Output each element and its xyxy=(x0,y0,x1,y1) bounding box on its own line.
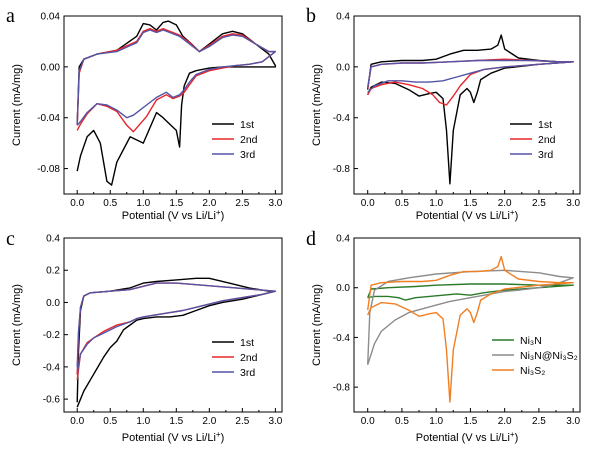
ylabel-b: Current (mA/mg) xyxy=(311,64,323,146)
panel-letter-b: b xyxy=(306,5,316,27)
ytick-label-c: -0.4 xyxy=(43,362,61,373)
legend-label-a-2: 2nd xyxy=(240,134,258,146)
legend-label-b-2: 2nd xyxy=(538,134,556,146)
plot-frame-d xyxy=(353,237,581,413)
plot-area-b: 0.0 0.5 1.0 1.5 2.0 2.5 3.0 -0.8 -0.4 0.0 0.4 1st 2n… xyxy=(333,12,581,210)
xtick-label-b: 0.0 xyxy=(361,198,375,209)
plot-frame-b xyxy=(353,15,581,195)
panel-a: a 0.0 0.5 1.0 1.5 2.0 2.5 3.0-0.08-0.040.000.0… xyxy=(6,5,283,222)
xtick-label-c: 3.0 xyxy=(268,416,282,427)
ytick-label-b: -0.4 xyxy=(333,113,351,124)
xtick-label-a: 2.5 xyxy=(235,198,249,209)
xtick-label-d: 1.5 xyxy=(463,416,477,427)
xtick-label-d: 0.5 xyxy=(395,416,409,427)
legend-label-d-1: Ni₃N xyxy=(520,335,542,347)
xlabel-a: Potential (V vs Li/Li+) xyxy=(122,208,225,223)
plot-frame-c xyxy=(63,237,283,413)
xtick-label-b: 0.5 xyxy=(395,198,409,209)
ytick-label-a: 0.00 xyxy=(41,62,61,73)
xlabel-c: Potential (V vs Li/Li+) xyxy=(122,430,225,445)
plot-area-a: 0.0 0.5 1.0 1.5 2.0 2.5 3.0 -0.08 -0.04 0.00 0.04 1… xyxy=(37,12,283,210)
ylabel-d: Current (mA/mg) xyxy=(311,284,323,366)
xtick-label-c: 0.5 xyxy=(103,416,117,427)
xtick-label-d: 1.0 xyxy=(429,416,443,427)
xtick-label-d: 0.0 xyxy=(361,416,375,427)
legend-label-c-1: 1st xyxy=(240,337,254,349)
ytick-label-d: 0.4 xyxy=(336,234,350,245)
xtick-label-a: 3.0 xyxy=(268,198,282,209)
legend-label-c-3: 3rd xyxy=(240,367,255,379)
xtick-label-a: 1.0 xyxy=(136,198,150,209)
ytick-label-c: 0.2 xyxy=(46,266,60,277)
series-line-d-2 xyxy=(367,269,574,366)
series-line-b-2 xyxy=(367,58,574,106)
xtick-label-a: 0.0 xyxy=(70,198,84,209)
legend-label-c-2: 2nd xyxy=(240,352,258,364)
ytick-label-c: -0.6 xyxy=(43,395,61,406)
ytick-label-b: -0.8 xyxy=(333,164,351,175)
xlabel-d: Potential (V vs Li/Li+) xyxy=(416,430,519,445)
series-line-c-3 xyxy=(76,282,277,374)
legend-label-a-1: 1st xyxy=(240,119,254,131)
xtick-label-b: 3.0 xyxy=(566,198,580,209)
series-line-b-1 xyxy=(367,34,574,185)
ytick-label-d: 0.0 xyxy=(336,283,350,294)
panel-letter-d: d xyxy=(306,228,316,250)
ytick-label-c: 0.0 xyxy=(46,298,60,309)
ylabel-a: Current (mA/mg) xyxy=(11,64,23,146)
xtick-label-c: 2.5 xyxy=(235,416,249,427)
ylabel-c: Current (mA/mg) xyxy=(11,284,23,366)
xtick-label-b: 1.0 xyxy=(429,198,443,209)
series-line-b-3 xyxy=(367,59,574,93)
series-line-a-1 xyxy=(76,20,277,186)
xtick-label-c: 0.0 xyxy=(70,416,84,427)
xtick-label-c: 1.0 xyxy=(136,416,150,427)
panel-d: d 0.0 0.5 1.0 1.5 2.0 2.5 3.0 -0.8 -0.4 0.0 0.4 Ni₃… xyxy=(306,228,581,444)
xtick-label-b: 2.5 xyxy=(532,198,546,209)
xtick-label-d: 2.5 xyxy=(532,416,546,427)
ytick-label-a: -0.04 xyxy=(37,113,60,124)
ytick-label-d: -0.8 xyxy=(333,383,351,394)
plot-area-d: 0.0 0.5 1.0 1.5 2.0 2.5 3.0 -0.8 -0.4 0.0 0.4 Ni₃N N… xyxy=(333,234,581,428)
xtick-label-b: 2.0 xyxy=(498,198,512,209)
legend-label-b-1: 1st xyxy=(538,119,552,131)
panel-b: b 0.0 0.5 1.0 1.5 2.0 2.5 3.0 -0.8 -0.4 0.0 0.4 1st… xyxy=(306,5,581,222)
panel-c: c 0.0 0.5 1.0 1.5 2.0 2.5 3.0-0.6-0.4-0.20.00.… xyxy=(6,228,283,444)
xlabel-b: Potential (V vs Li/Li+) xyxy=(416,208,519,223)
ytick-label-b: 0.0 xyxy=(336,62,350,73)
xtick-label-a: 1.5 xyxy=(169,198,183,209)
legend-label-d-3: Ni₃S₂ xyxy=(520,365,545,377)
ytick-label-c: -0.2 xyxy=(43,330,61,341)
series-line-c-1 xyxy=(76,277,277,408)
legend-label-d-2: Ni₃N@Ni₃S₂ xyxy=(520,350,578,362)
plot-area-c: 0.0 0.5 1.0 1.5 2.0 2.5 3.0 -0.6 -0.4 -0.2 0.0 0.2 0… xyxy=(43,234,283,428)
plot-frame-a xyxy=(63,15,283,195)
series-line-a-2 xyxy=(76,28,277,133)
series-line-a-3 xyxy=(76,29,277,126)
xtick-label-c: 1.5 xyxy=(169,416,183,427)
panel-letter-a: a xyxy=(6,5,15,27)
xtick-label-d: 3.0 xyxy=(566,416,580,427)
ytick-label-b: 0.4 xyxy=(336,12,350,23)
series-line-d-3 xyxy=(367,255,574,403)
legend-label-b-3: 3rd xyxy=(538,149,553,161)
ytick-label-d: -0.4 xyxy=(333,333,351,344)
ytick-label-a: -0.08 xyxy=(37,164,60,175)
legend-label-a-3: 3rd xyxy=(240,149,255,161)
xtick-label-a: 2.0 xyxy=(202,198,216,209)
xtick-label-c: 2.0 xyxy=(202,416,216,427)
ytick-label-c: 0.4 xyxy=(46,234,60,245)
xtick-label-a: 0.5 xyxy=(103,198,117,209)
xtick-label-d: 2.0 xyxy=(498,416,512,427)
series-line-d-1 xyxy=(367,283,574,301)
ytick-label-a: 0.04 xyxy=(41,12,61,23)
panel-letter-c: c xyxy=(6,228,15,250)
xtick-label-b: 1.5 xyxy=(463,198,477,209)
